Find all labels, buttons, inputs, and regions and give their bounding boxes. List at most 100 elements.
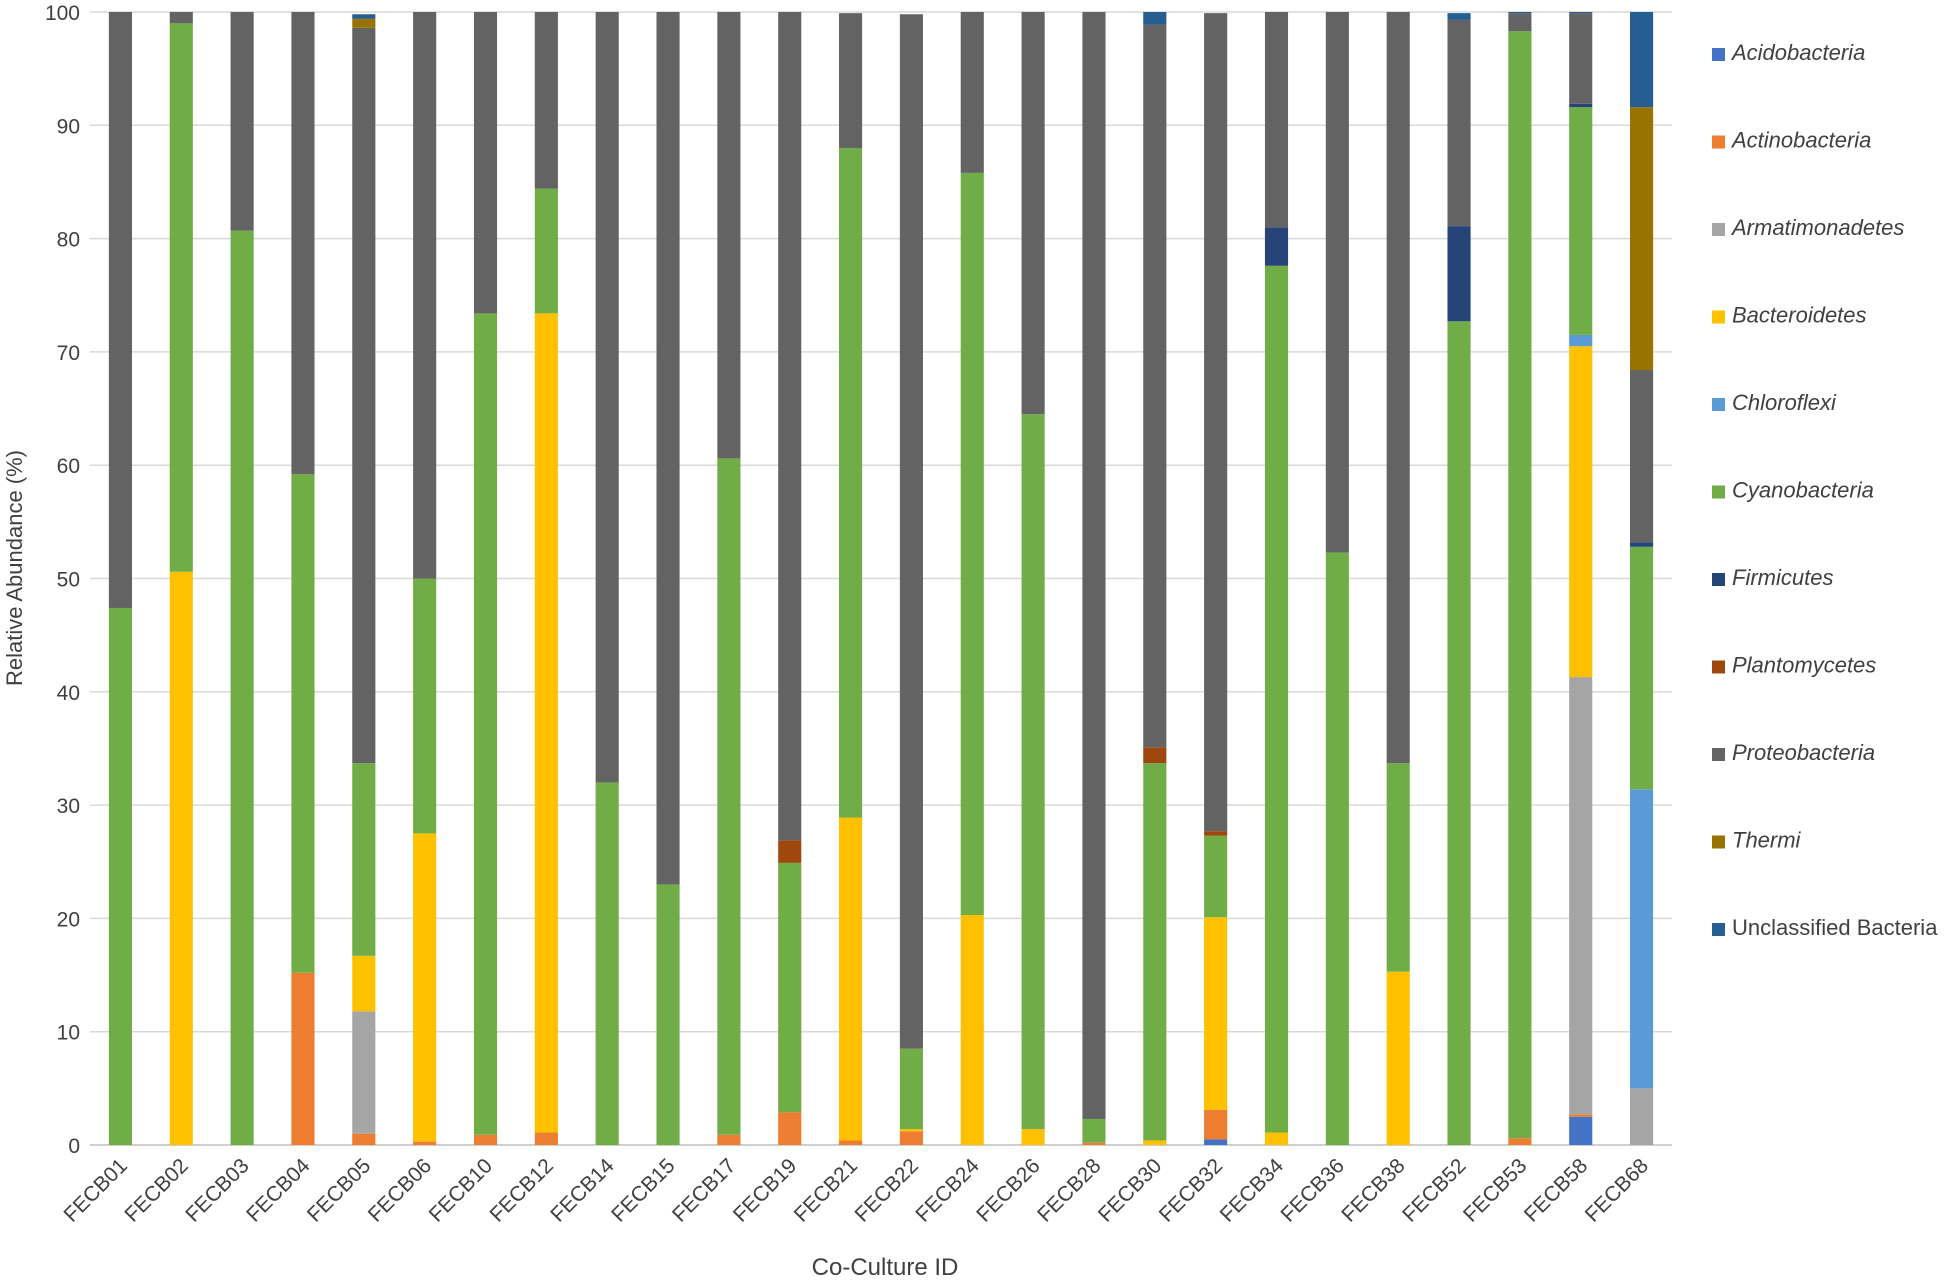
bar-segment-cyanobacteria [169, 23, 193, 572]
legend-swatch [1712, 835, 1725, 849]
bar-segment-cyanobacteria [291, 474, 315, 973]
y-tick-label: 60 [57, 455, 80, 478]
x-tick-label: FECB32 [1155, 1154, 1227, 1226]
bar-segment-plantomycetes [1204, 831, 1228, 836]
bar-segment-proteobacteria [778, 12, 802, 841]
bar-segment-bacteroidetes [1264, 1132, 1289, 1145]
bar-segment-cyanobacteria [413, 578, 437, 834]
bar-segment-acidobacteria [1569, 1116, 1593, 1145]
x-tick-label: FECB17 [668, 1154, 740, 1226]
legend: Acidobacteria Actinobacteria Armatimonadet… [1712, 40, 1938, 940]
bar-segment-cyanobacteria [595, 782, 619, 1145]
bar-segment-cyanobacteria [108, 607, 132, 1145]
bar-segment-firmicutes [1569, 103, 1593, 108]
bar-segment-cyanobacteria [473, 313, 498, 1135]
bar-segment-bacteroidetes [1143, 1140, 1167, 1145]
legend-label: Actinobacteria [1730, 128, 1871, 153]
legend-swatch [1712, 48, 1725, 61]
bar-segment-cyanobacteria [1021, 414, 1045, 1130]
bar-segment-proteobacteria [899, 14, 923, 1049]
bar-segment-cyanobacteria [1447, 321, 1471, 1146]
legend-swatch [1712, 660, 1725, 674]
legend-item: Actinobacteria [1712, 128, 1871, 153]
bar-segment-proteobacteria [1325, 12, 1349, 553]
bar-segment-armatimonadetes [352, 1011, 376, 1134]
legend-item: Chloroflexi [1712, 390, 1837, 415]
x-tick-label: FECB38 [1337, 1154, 1409, 1226]
bar-segment-armatimonadetes [1630, 1088, 1654, 1145]
x-tick-label: FECB30 [1094, 1154, 1166, 1226]
bar-stack-fecb36 [1325, 12, 1349, 1145]
bar-segment-bacteroidetes [1204, 917, 1228, 1110]
legend-item: Unclassified Bacteria [1712, 915, 1938, 940]
bar-segment-cyanobacteria [534, 188, 558, 314]
bar-stack-fecb53 [1508, 12, 1532, 1145]
legend-swatch [1712, 135, 1725, 149]
legend-swatch [1712, 398, 1725, 411]
y-tick-label: 20 [57, 908, 80, 931]
bar-segment-proteobacteria [108, 12, 132, 608]
bar-segment-actinobacteria [413, 1141, 437, 1145]
y-tick-label: 0 [68, 1135, 80, 1158]
x-tick-label: FECB06 [364, 1154, 436, 1226]
bar-segment-actinobacteria [778, 1112, 802, 1145]
bar-segment-proteobacteria [1082, 12, 1106, 1119]
bar-stack-fecb32 [1204, 13, 1228, 1145]
bar-segment-unclassified-bacteria [1508, 12, 1532, 14]
bar-stack-fecb03 [230, 12, 254, 1145]
bar-segment-proteobacteria [473, 12, 498, 314]
bar-stack-fecb01 [108, 12, 132, 1145]
legend-label: Armatimonadetes [1730, 215, 1904, 240]
bar-segment-actinobacteria [1508, 1138, 1532, 1145]
bar-segment-unclassified-bacteria [1630, 12, 1654, 108]
legend-swatch [1712, 923, 1725, 936]
bar-segment-proteobacteria [1508, 13, 1532, 32]
bar-stack-fecb02 [169, 12, 193, 1145]
legend-swatch [1712, 485, 1725, 499]
bar-stack-fecb10 [473, 12, 498, 1145]
x-tick-label: FECB14 [546, 1154, 619, 1227]
legend-item: Cyanobacteria [1712, 478, 1874, 503]
bar-segment-cyanobacteria [1325, 552, 1349, 1145]
bar-segment-cyanobacteria [230, 230, 254, 1145]
legend-item: Thermi [1712, 828, 1802, 853]
bar-segment-cyanobacteria [717, 458, 741, 1135]
legend-item: Firmicutes [1712, 565, 1833, 590]
legend-swatch [1712, 223, 1725, 236]
bar-stack-fecb17 [717, 12, 741, 1145]
bar-segment-proteobacteria [169, 12, 193, 24]
bar-segment-armatimonadetes [1569, 677, 1593, 1115]
bar-segment-thermi [1630, 107, 1654, 371]
x-tick-label: FECB24 [911, 1154, 984, 1227]
x-tick-label: FECB58 [1520, 1154, 1592, 1226]
x-tick-label: FECB05 [303, 1154, 375, 1226]
bar-stack-fecb12 [534, 12, 558, 1145]
bar-stack-fecb06 [413, 12, 437, 1145]
x-tick-label: FECB12 [485, 1154, 557, 1226]
x-tick-label: FECB36 [1276, 1154, 1348, 1226]
x-tick-label: FECB02 [120, 1154, 192, 1226]
bar-segment-cyanobacteria [1204, 835, 1228, 918]
bar-stack-fecb30 [1143, 12, 1167, 1145]
legend-label: Bacteroidetes [1732, 303, 1867, 328]
bar-segment-unclassified-bacteria [1447, 13, 1471, 20]
bar-stack-fecb05 [352, 14, 376, 1145]
bar-segment-unclassified-bacteria [1143, 12, 1167, 25]
bar-segment-bacteroidetes [534, 313, 558, 1133]
bar-segment-plantomycetes [778, 840, 802, 863]
bar-segment-proteobacteria [656, 12, 680, 885]
bar-segment-proteobacteria [1264, 12, 1289, 228]
bar-segment-bacteroidetes [169, 571, 193, 1145]
bar-segment-actinobacteria [534, 1132, 558, 1145]
bar-segment-chloroflexi [1630, 789, 1654, 1089]
bar-segment-cyanobacteria [1264, 265, 1289, 1133]
x-tick-label: FECB52 [1398, 1154, 1470, 1226]
legend-label: Cyanobacteria [1732, 478, 1874, 503]
bar-segment-proteobacteria [1447, 19, 1471, 227]
bar-segment-bacteroidetes [413, 833, 437, 1142]
bar-segment-actinobacteria [352, 1133, 376, 1145]
bar-stack-fecb14 [595, 12, 619, 1145]
bar-segment-cyanobacteria [1143, 763, 1167, 1141]
bar-stack-fecb22 [899, 14, 923, 1145]
